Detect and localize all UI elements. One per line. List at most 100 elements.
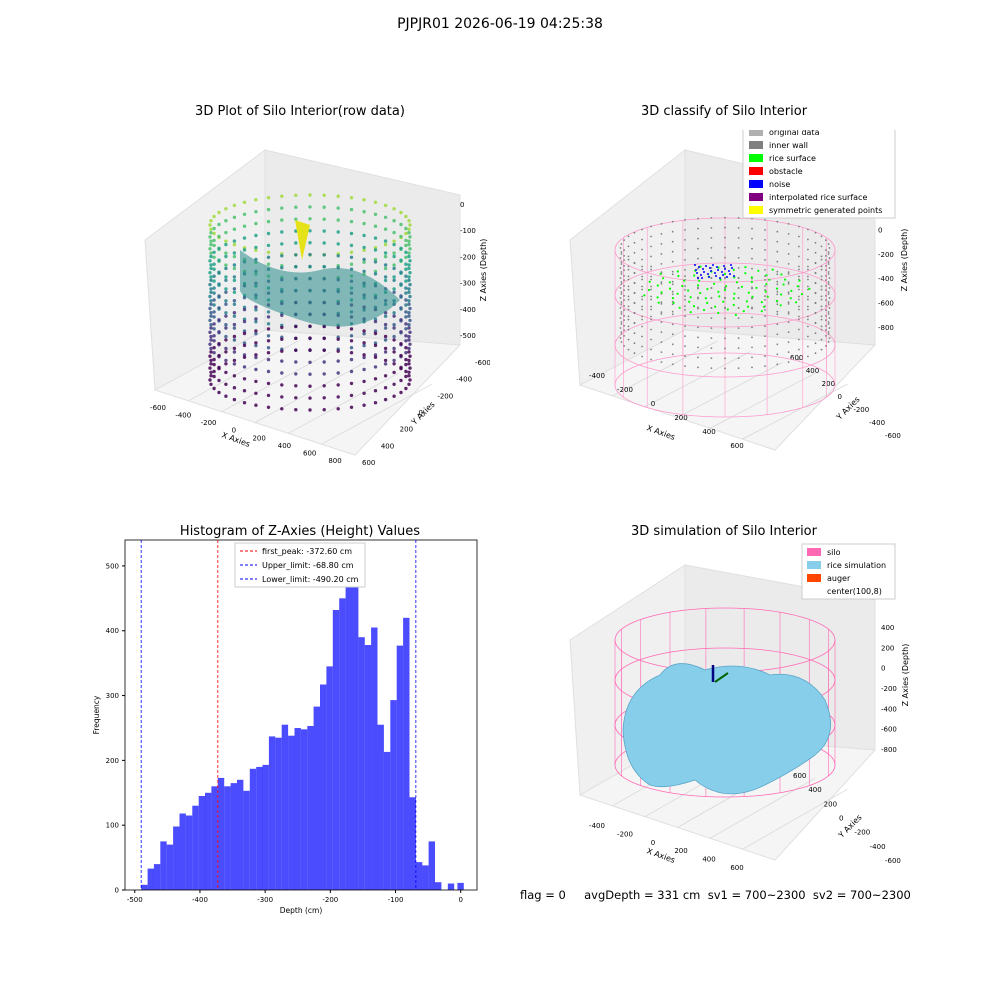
grid-line	[221, 351, 332, 413]
rice-point	[734, 313, 737, 316]
wall-point	[724, 226, 726, 229]
histogram-bar	[358, 637, 365, 890]
legend-swatch	[807, 561, 821, 569]
raw-point	[322, 336, 326, 341]
wall-point	[827, 331, 830, 333]
wall-point	[724, 286, 726, 289]
histogram-bar	[313, 706, 320, 890]
wall-point	[650, 298, 652, 301]
wall-point	[619, 247, 622, 249]
raw-point	[408, 235, 412, 239]
raw-point	[212, 267, 216, 271]
raw-point	[208, 294, 212, 299]
wall-point	[671, 270, 674, 273]
z-tick-label: 200	[881, 644, 894, 652]
raw-point	[383, 374, 388, 378]
raw-point	[232, 314, 237, 318]
wall-point	[671, 363, 674, 366]
wall-point	[776, 270, 779, 273]
raw-point	[308, 336, 312, 340]
raw-point	[232, 346, 237, 351]
raw-point	[392, 230, 396, 235]
legend-label: rice simulation	[827, 561, 886, 570]
raw-point	[349, 243, 354, 248]
raw-point	[208, 306, 212, 311]
wall-point	[825, 255, 827, 257]
histogram-bar	[192, 805, 199, 890]
raw-point	[208, 282, 212, 287]
raw-point	[217, 234, 221, 239]
wall-point	[807, 298, 809, 301]
raw-point	[212, 315, 216, 319]
wall-point	[650, 338, 652, 341]
wall-point	[798, 275, 800, 278]
raw-point	[208, 318, 212, 323]
wall-point	[807, 308, 809, 311]
raw-point	[280, 230, 284, 234]
wall-point	[671, 290, 674, 293]
raw-point	[294, 336, 298, 341]
wall-point	[650, 285, 652, 288]
raw-point	[242, 248, 247, 252]
histogram-bar	[307, 726, 314, 890]
raw-point	[407, 219, 411, 223]
wall-point	[764, 309, 766, 311]
rice-point	[755, 286, 758, 289]
wall-point	[697, 356, 699, 359]
raw-point	[349, 219, 354, 224]
raw-point	[407, 311, 411, 315]
wall-point	[825, 239, 827, 241]
histogram-bar	[275, 737, 282, 890]
wall-point	[671, 343, 674, 346]
wall-point	[751, 257, 753, 260]
legend-label: noise	[769, 180, 790, 189]
wall-point	[660, 321, 663, 323]
raw-point	[383, 215, 388, 219]
raw-point	[404, 267, 408, 271]
wall-point	[825, 279, 827, 281]
wall-point	[787, 243, 790, 245]
noise-point	[697, 277, 699, 279]
wall-point	[825, 329, 827, 331]
raw-point	[336, 349, 340, 353]
wall-point	[787, 273, 790, 275]
raw-point	[408, 378, 412, 382]
histogram-bar	[230, 783, 237, 890]
wall-point	[820, 328, 823, 331]
raw-point	[392, 311, 396, 315]
raw-point	[232, 263, 237, 267]
raw-point	[336, 383, 340, 387]
wall-point	[825, 305, 827, 307]
rice-point	[648, 280, 651, 283]
raw-point	[383, 326, 388, 330]
rice-point	[795, 301, 798, 304]
grid-line	[612, 340, 718, 397]
wall-point	[623, 319, 625, 321]
wall-point	[671, 293, 674, 296]
wall-point	[798, 288, 800, 291]
wall-point	[798, 268, 800, 271]
raw-point	[322, 253, 326, 257]
raw-point	[242, 389, 247, 393]
raw-point	[407, 338, 411, 342]
wall-point	[660, 271, 663, 273]
wall-point	[660, 341, 663, 343]
histogram-bar	[320, 684, 327, 890]
histogram-bar	[160, 841, 167, 890]
wall-point	[684, 309, 686, 311]
wall-point	[828, 337, 831, 339]
raw-point	[408, 366, 412, 370]
raw-plot-title: 3D Plot of Silo Interior(row data)	[195, 104, 405, 119]
y-tick-label: 0	[838, 393, 842, 401]
raw-point	[294, 384, 298, 388]
wall-point	[633, 281, 636, 284]
legend-label: center(100,8)	[827, 587, 882, 596]
wall-point	[684, 345, 686, 347]
wall-point	[710, 227, 713, 229]
wall-point	[751, 227, 753, 230]
rice-point	[657, 301, 660, 304]
wall-point	[827, 301, 830, 303]
wall-point	[641, 295, 643, 298]
raw-point	[232, 302, 237, 306]
x-tick-label: -400	[589, 372, 605, 380]
